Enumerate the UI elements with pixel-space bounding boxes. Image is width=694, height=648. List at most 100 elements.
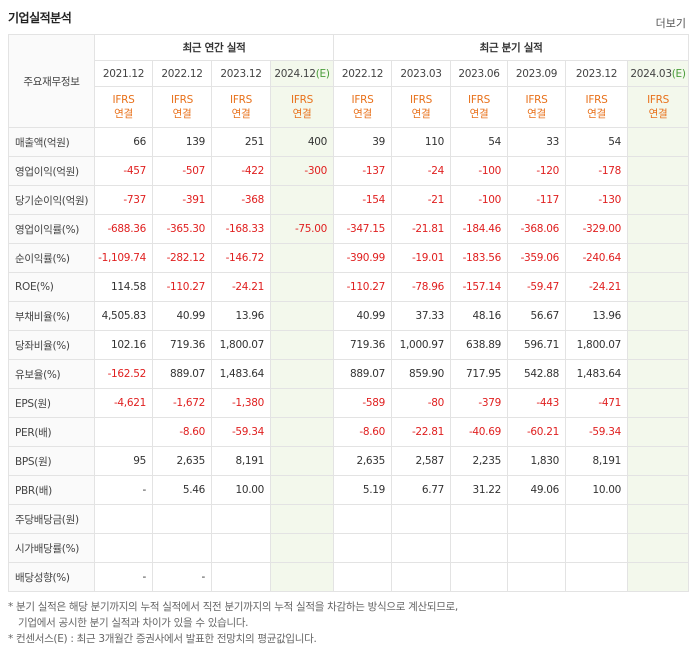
value-cell: 8,191 [565, 446, 628, 476]
value-cell: -40.69 [450, 417, 508, 447]
note-line: * 분기 실적은 해당 분기까지의 누적 실적에서 직전 분기까지의 누적 실적… [8, 601, 458, 613]
value-cell [626, 156, 690, 186]
value-cell: -24.21 [565, 272, 628, 302]
column-date: 2024.12(E) [270, 60, 334, 87]
row-label: 당좌비율(%) [8, 330, 95, 360]
value-cell [626, 533, 690, 563]
basis: IFRS [230, 94, 252, 106]
value-cell: 2,635 [333, 446, 392, 476]
value-cell: 10.00 [211, 475, 271, 505]
scope: 연결 [469, 108, 489, 120]
note-line: 기업에서 공시한 분기 실적과 차이가 있을 수 있습니다. [18, 617, 249, 629]
value-cell: 5.46 [152, 475, 212, 505]
data-row: 배당성향(%) - - [8, 562, 690, 592]
value-cell [507, 533, 566, 563]
group-header: 최근 분기 실적 [332, 34, 690, 61]
value-cell [626, 272, 690, 302]
data-row: 매출액(억원) 66 139 251 400 39 110 54 33 54 [8, 127, 690, 157]
value-cell [152, 504, 212, 534]
value-cell: 1,800.07 [565, 330, 628, 360]
value-cell: -4,621 [94, 388, 153, 418]
value-cell: 5.19 [333, 475, 392, 505]
value-cell: -137 [333, 156, 392, 186]
value-cell: -368.06 [507, 214, 566, 244]
value-cell [626, 185, 690, 215]
value-cell: -117 [507, 185, 566, 215]
column-date: 2022.12 [152, 60, 212, 87]
value-cell: 40.99 [152, 301, 212, 331]
value-cell [333, 533, 392, 563]
value-cell [270, 330, 334, 360]
scope: 연결 [353, 108, 372, 120]
value-cell [507, 504, 566, 534]
column-basis: IFRS 연결 [507, 86, 566, 128]
basis: IFRS [647, 94, 669, 106]
value-cell: -368 [211, 185, 271, 215]
data-row: 영업이익률(%) -688.36 -365.30 -168.33 -75.00 -347.… [8, 214, 690, 244]
value-cell: 717.95 [450, 359, 508, 389]
value-cell: -184.46 [450, 214, 508, 244]
value-cell: 638.89 [450, 330, 508, 360]
column-date: 2023.06 [450, 60, 508, 87]
value-cell: -347.15 [333, 214, 392, 244]
scope: 연결 [587, 108, 606, 120]
value-cell: 39 [333, 127, 392, 157]
value-cell [391, 533, 451, 563]
value-cell [507, 562, 566, 592]
value-cell [626, 214, 690, 244]
value-cell [626, 475, 690, 505]
value-cell [270, 417, 334, 447]
column-date: 2024.03(E) [626, 60, 690, 87]
value-cell [211, 562, 271, 592]
value-cell: 2,587 [391, 446, 451, 476]
row-label: PBR(배) [8, 475, 95, 505]
row-label: 순이익률(%) [8, 243, 95, 273]
value-cell [626, 388, 690, 418]
date: 2024.12 [274, 67, 316, 80]
data-row: 당좌비율(%) 102.16 719.36 1,800.07 719.36 1,000.9… [8, 330, 690, 360]
value-cell: -737 [94, 185, 153, 215]
value-cell [94, 504, 153, 534]
basis: IFRS [291, 94, 313, 106]
value-cell [450, 562, 508, 592]
value-cell: 596.71 [507, 330, 566, 360]
financial-table: 주요재무정보 최근 연간 실적 최근 분기 실적 2021.12 2022.12 2023… [8, 34, 690, 592]
column-basis: IFRS 연결 [565, 86, 628, 128]
data-row: PBR(배) -5.46 10.00 5.19 6.77 31.22 49.06 10.00 [8, 475, 690, 505]
header-row: IFRS 연결 IFRS 연결 IFRS 연결 IFRS 연결 IFRS 연결 IFRS 연결 IFRS… [9, 86, 690, 128]
scope: 연결 [172, 108, 192, 120]
column-date: 2023.12 [211, 60, 271, 87]
value-cell: -120 [507, 156, 566, 186]
value-cell: -59.47 [507, 272, 566, 302]
value-cell: 48.16 [450, 301, 508, 331]
column-basis: IFRS 연결 [211, 86, 271, 128]
value-cell: 6.77 [391, 475, 451, 505]
value-cell: 251 [211, 127, 271, 157]
value-cell: 1,800.07 [211, 330, 271, 360]
value-cell: 719.36 [152, 330, 212, 360]
value-cell [626, 504, 690, 534]
value-cell: 139 [152, 127, 212, 157]
value-cell [270, 243, 334, 273]
value-cell: 66 [94, 127, 153, 157]
value-cell [270, 504, 334, 534]
value-cell: -8.60 [152, 417, 212, 447]
basis: IFRS [351, 94, 374, 106]
more-link[interactable]: 더보기 [655, 17, 686, 30]
column-basis: IFRS 연결 [626, 86, 690, 128]
value-cell [270, 446, 334, 476]
column-basis: IFRS 연결 [450, 86, 508, 128]
value-cell [333, 504, 392, 534]
data-row: ROE(%) 114.58 -110.27 -24.21 -110.27 -78.96 -1… [8, 272, 690, 302]
value-cell: -59.34 [565, 417, 628, 447]
value-cell: 54 [565, 127, 628, 157]
data-row: EPS(원) -4,621 -1,672 -1,380 -589 -80 -379 -443-… [8, 388, 690, 418]
value-cell [152, 533, 212, 563]
estimate-mark: (E) [315, 67, 330, 80]
column-date: 2023.09 [507, 60, 566, 87]
value-cell: -359.06 [507, 243, 566, 273]
value-cell [94, 533, 153, 563]
value-cell: -443 [507, 388, 566, 418]
